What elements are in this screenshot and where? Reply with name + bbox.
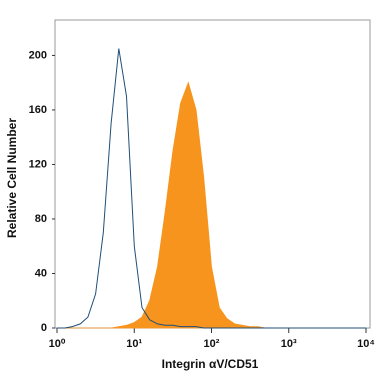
y-tick-label: 80 <box>35 213 47 225</box>
histogram-area <box>57 81 366 329</box>
x-tick-label: 10¹ <box>126 338 142 350</box>
x-tick-label: 10⁴ <box>357 338 375 350</box>
y-tick-label: 120 <box>29 158 47 170</box>
y-tick-label: 0 <box>41 322 47 334</box>
y-tick-label: 160 <box>29 104 47 116</box>
x-tick-label: 10³ <box>281 338 297 350</box>
y-axis-title: Relative Cell Number <box>5 118 19 238</box>
y-tick-label: 200 <box>29 49 47 61</box>
x-axis-title: Integrin αV/CD51 <box>162 357 259 371</box>
histogram-line <box>57 48 366 329</box>
x-tick-label: 10⁰ <box>49 338 66 350</box>
x-tick-label: 10² <box>204 338 220 350</box>
y-tick-label: 40 <box>35 267 47 279</box>
